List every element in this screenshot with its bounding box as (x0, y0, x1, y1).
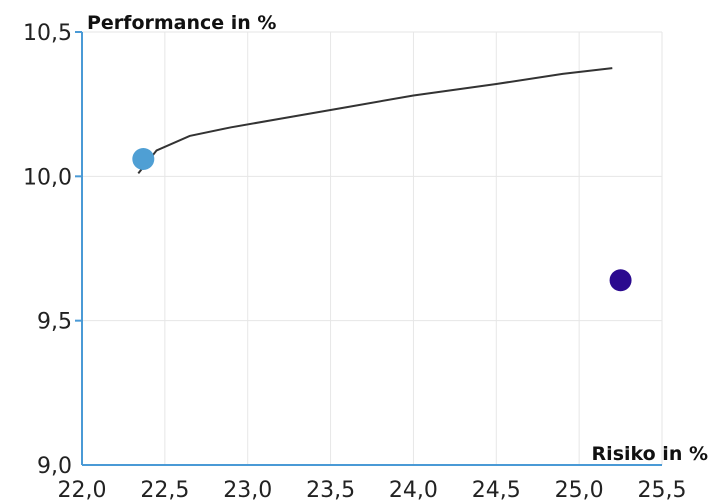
data-series (132, 67, 632, 292)
data-point (132, 148, 155, 171)
y-tick-label: 10,0 (23, 165, 72, 190)
tick-labels: 22,0 22,5 23,0 23,5 24,0 24,5 25,0 25,5 9,0 9,5 10… (23, 21, 686, 500)
x-tick-label: 24,0 (389, 478, 438, 500)
y-tick-label: 10,5 (23, 21, 72, 46)
x-tick-label: 23,0 (223, 478, 272, 500)
x-tick-label: 25,0 (555, 478, 604, 500)
y-axis-title: Performance in % (87, 12, 276, 34)
y-tick-label: 9,5 (37, 310, 72, 335)
x-tick-label: 22,5 (140, 478, 189, 500)
y-tick-label: 9,0 (37, 454, 72, 479)
efficient-frontier-line (137, 67, 613, 175)
axes (75, 31, 662, 466)
data-point (609, 269, 632, 292)
x-tick-label: 22,0 (58, 478, 107, 500)
x-tick-label: 24,5 (472, 478, 521, 500)
grid (82, 31, 663, 465)
x-tick-label: 25,5 (638, 478, 687, 500)
x-tick-label: 23,5 (306, 478, 355, 500)
x-axis-title: Risiko in % (592, 443, 708, 465)
